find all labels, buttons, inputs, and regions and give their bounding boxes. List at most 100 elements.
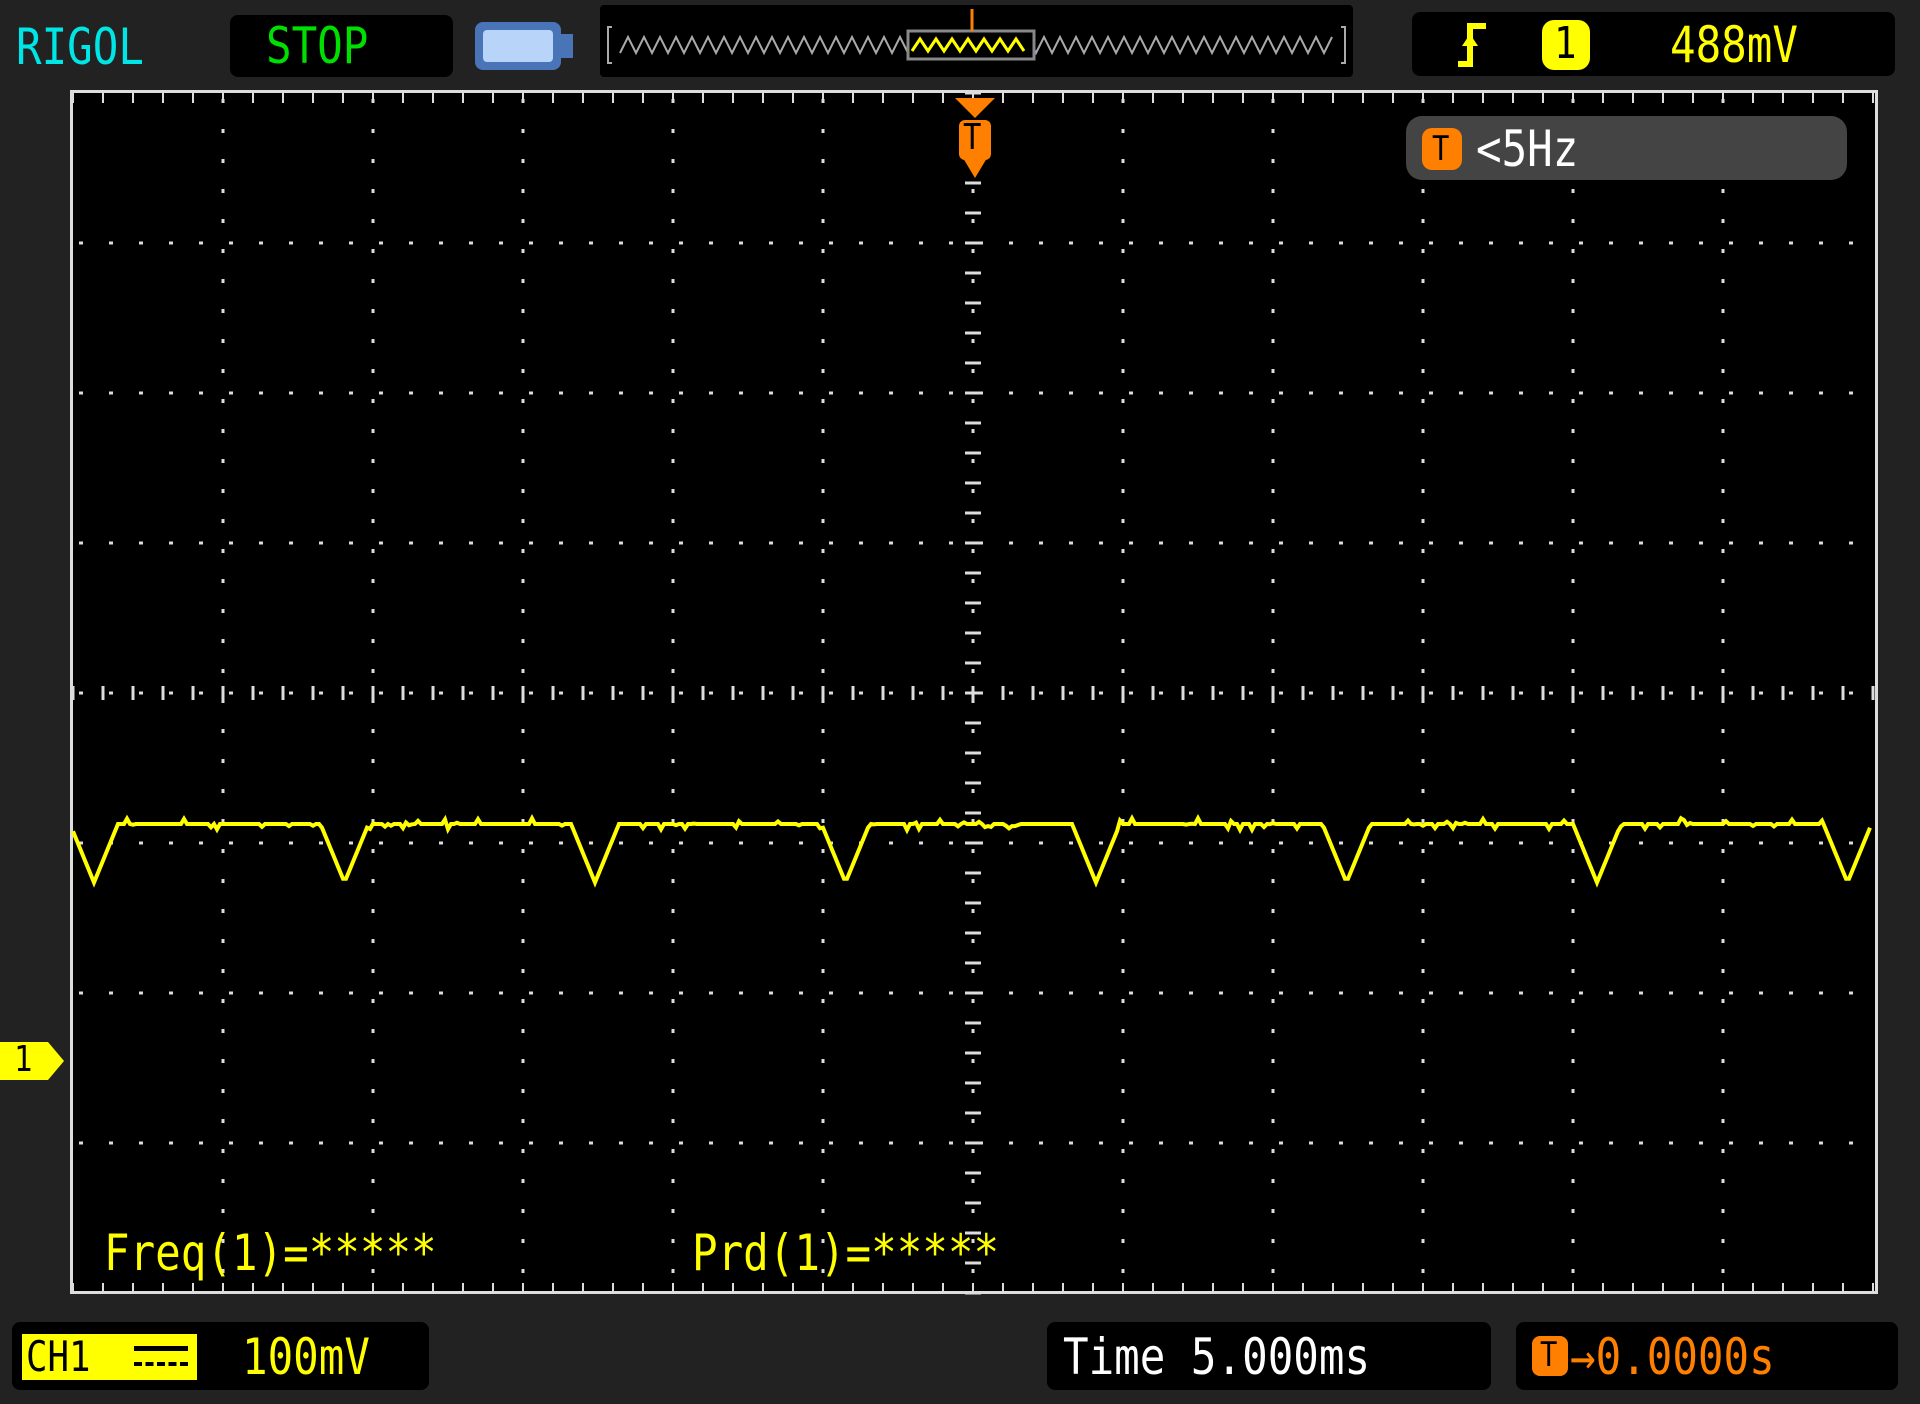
grid-dot xyxy=(1121,459,1125,463)
grid-dot xyxy=(221,1239,225,1243)
grid-dot xyxy=(971,1149,975,1153)
grid-dot xyxy=(1789,1141,1793,1145)
grid-dot xyxy=(1189,691,1193,695)
grid-dot xyxy=(1399,391,1403,395)
grid-dot xyxy=(1009,241,1013,245)
grid-dot xyxy=(289,1141,293,1145)
grid-dot xyxy=(971,1179,975,1183)
grid-dot xyxy=(1579,541,1583,545)
grid-dot xyxy=(259,391,263,395)
trigger-settings[interactable]: 1 488mV xyxy=(1412,12,1895,76)
grid-dot xyxy=(1159,991,1163,995)
trigger-level: 488mV xyxy=(1670,16,1798,74)
grid-dot xyxy=(169,841,173,845)
grid-dot xyxy=(1009,541,1013,545)
grid-dot xyxy=(821,369,825,373)
grid-dot xyxy=(1421,1149,1425,1153)
timebase-settings[interactable]: Time 5.000ms xyxy=(1047,1322,1491,1390)
grid-dot xyxy=(169,241,173,245)
channel1-ground-marker[interactable]: 1 xyxy=(0,1040,66,1082)
grid-dot xyxy=(1121,1059,1125,1063)
grid-dot xyxy=(1639,1141,1643,1145)
grid-dot xyxy=(1549,691,1553,695)
grid-dot xyxy=(439,1141,443,1145)
grid-dot xyxy=(371,189,375,193)
grid-dot xyxy=(821,579,825,583)
grid-dot xyxy=(1571,759,1575,763)
grid-dot xyxy=(1069,1141,1073,1145)
grid-dot xyxy=(1571,579,1575,583)
grid-dot xyxy=(1039,841,1043,845)
grid-dot xyxy=(559,1141,563,1145)
grid-dot xyxy=(1489,841,1493,845)
grid-dot xyxy=(971,609,975,613)
grid-dot xyxy=(379,1141,383,1145)
grid-dot xyxy=(1271,1029,1275,1033)
trigger-position-marker[interactable]: T xyxy=(953,98,997,180)
grid-dot xyxy=(1421,429,1425,433)
grid-dot xyxy=(1549,241,1553,245)
grid-dot xyxy=(1421,399,1425,403)
grid-dot xyxy=(1421,669,1425,673)
grid-dot xyxy=(1271,339,1275,343)
grid-dot xyxy=(1219,991,1223,995)
grid-dot xyxy=(1279,391,1283,395)
grid-dot xyxy=(671,759,675,763)
trigger-offset-icon: T xyxy=(1532,1336,1568,1376)
grid-dot xyxy=(971,189,975,193)
grid-dot xyxy=(1271,1089,1275,1093)
grid-dot xyxy=(1459,541,1463,545)
grid-dot xyxy=(79,241,83,245)
grid-dot xyxy=(1421,189,1425,193)
grid-dot xyxy=(739,841,743,845)
grid-dot xyxy=(1271,849,1275,853)
grid-dot xyxy=(521,849,525,853)
grid-dot xyxy=(371,1059,375,1063)
grid-dot xyxy=(1729,1141,1733,1145)
channel1-settings[interactable]: CH1 100mV xyxy=(12,1322,429,1390)
grid-dot xyxy=(1571,639,1575,643)
grid-dot xyxy=(821,489,825,493)
grid-dot xyxy=(949,1141,953,1145)
grid-dot xyxy=(1421,249,1425,253)
trigger-frequency-box: T <5Hz xyxy=(1406,116,1847,180)
run-state-box[interactable]: STOP xyxy=(230,15,453,77)
grid-dot xyxy=(1571,849,1575,853)
grid-dot xyxy=(1369,991,1373,995)
grid-dot xyxy=(1129,1141,1133,1145)
grid-dot xyxy=(1121,939,1125,943)
grid-dot xyxy=(1271,759,1275,763)
grid-dot xyxy=(221,1059,225,1063)
grid-dot xyxy=(1099,991,1103,995)
grid-dot xyxy=(1549,541,1553,545)
grid-dot xyxy=(821,1179,825,1183)
grid-dot xyxy=(671,609,675,613)
grid-dot xyxy=(521,1119,525,1123)
grid-dot xyxy=(1399,241,1403,245)
grid-dot xyxy=(1249,691,1253,695)
grid-dot xyxy=(769,991,773,995)
grid-dot xyxy=(199,841,203,845)
grid-dot xyxy=(1129,541,1133,545)
grid-dot xyxy=(221,849,225,853)
trigger-offset-settings[interactable]: T →0.0000s xyxy=(1516,1322,1898,1390)
grid-dot xyxy=(821,549,825,553)
grid-dot xyxy=(221,429,225,433)
grid-dot xyxy=(221,129,225,133)
grid-dot xyxy=(1271,369,1275,373)
grid-dot xyxy=(1571,369,1575,373)
grid-dot xyxy=(821,219,825,223)
grid-dot xyxy=(649,841,653,845)
grid-dot xyxy=(1729,391,1733,395)
grid-dot xyxy=(221,1149,225,1153)
grid-dot xyxy=(521,549,525,553)
grid-dot xyxy=(1729,841,1733,845)
grid-dot xyxy=(499,1141,503,1145)
grid-dot xyxy=(1121,1269,1125,1273)
grid-dot xyxy=(671,489,675,493)
grid-dot xyxy=(971,1029,975,1033)
grid-dot xyxy=(371,399,375,403)
grid-dot xyxy=(349,391,353,395)
grid-dot xyxy=(1279,691,1283,695)
waveform-overview[interactable] xyxy=(600,5,1353,77)
